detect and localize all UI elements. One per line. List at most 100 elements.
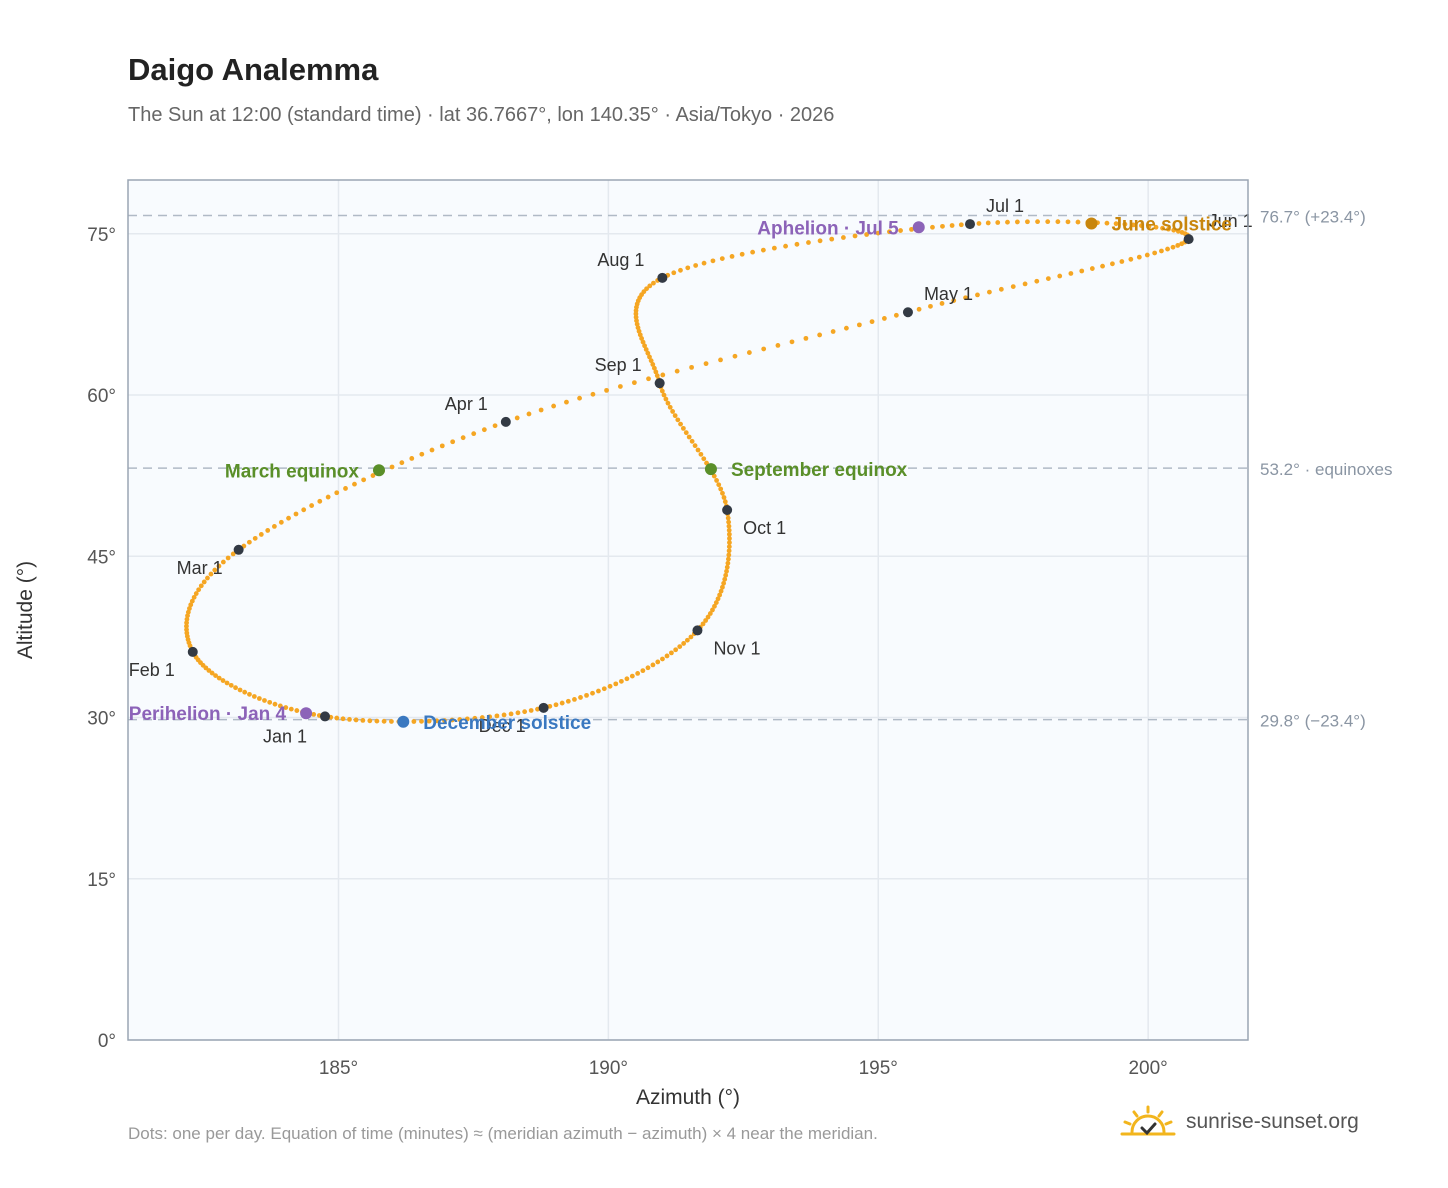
daily-dot xyxy=(267,699,273,705)
plot-background xyxy=(128,180,1248,1040)
daily-dot xyxy=(325,494,331,500)
daily-dot xyxy=(618,678,624,684)
daily-dot xyxy=(360,718,366,723)
daily-dot xyxy=(494,713,500,719)
daily-dot xyxy=(191,594,197,600)
daily-dot xyxy=(928,303,933,309)
reference-lines: 76.7° (+23.4°) 53.2° · equinoxes 29.8° (−2… xyxy=(128,207,1393,731)
daily-dot xyxy=(667,404,673,410)
daily-dot xyxy=(686,434,692,440)
daily-dot xyxy=(1159,248,1164,254)
daily-dot xyxy=(522,709,528,715)
daily-dot xyxy=(869,319,875,325)
daily-dot xyxy=(198,583,204,589)
daily-dot xyxy=(1122,221,1128,227)
daily-dot xyxy=(450,439,456,445)
daily-dot xyxy=(340,716,346,722)
page-subtitle: The Sun at 12:00 (standard time) · lat 3… xyxy=(128,104,835,126)
daily-dot xyxy=(898,228,903,233)
daily-dot xyxy=(265,528,271,533)
daily-dot xyxy=(381,718,387,724)
daily-dot xyxy=(783,243,788,249)
daily-dot xyxy=(409,456,415,461)
daily-dot xyxy=(604,387,609,393)
brand-logo[interactable]: sunrise-sunset.org xyxy=(1120,1104,1359,1140)
month-marker-label: Dec 1 xyxy=(479,716,526,736)
daily-dot xyxy=(293,511,299,517)
daily-dot xyxy=(224,680,230,686)
daily-dot xyxy=(660,372,666,378)
event-marker xyxy=(912,221,925,234)
daily-dot xyxy=(750,249,756,255)
daily-dot xyxy=(1113,221,1119,227)
daily-dot xyxy=(629,673,635,679)
daily-dot xyxy=(631,380,637,386)
daily-dot xyxy=(607,683,613,689)
daily-dot xyxy=(930,224,935,230)
daily-dot xyxy=(635,670,641,676)
daily-dot xyxy=(685,265,691,271)
daily-dot xyxy=(732,353,738,359)
daily-dot xyxy=(596,688,601,694)
daily-dot xyxy=(726,552,732,558)
daily-dot xyxy=(411,719,417,724)
x-tick-label: 185° xyxy=(319,1058,358,1079)
daily-dot xyxy=(976,221,982,226)
daily-dot xyxy=(727,536,732,541)
daily-dot xyxy=(1130,222,1136,228)
daily-dot xyxy=(698,451,704,457)
daily-dot xyxy=(703,618,709,623)
daily-dot xyxy=(995,220,1001,225)
daily-dot xyxy=(429,447,435,453)
daily-dot xyxy=(893,312,899,318)
daily-dot xyxy=(361,477,367,483)
daily-dot xyxy=(909,226,914,232)
daily-dot xyxy=(975,292,980,298)
daily-dot xyxy=(643,347,649,352)
daily-dot xyxy=(225,555,231,561)
daily-dot xyxy=(352,481,357,487)
event-label: Perihelion · Jan 4 xyxy=(129,704,287,725)
daily-dot xyxy=(1175,243,1181,248)
daily-dot xyxy=(680,425,686,431)
daily-dot xyxy=(963,295,968,301)
daily-dot xyxy=(288,706,294,712)
daily-dot xyxy=(481,427,487,433)
daily-dot xyxy=(726,519,732,525)
daily-dot xyxy=(705,614,711,620)
month-marker xyxy=(654,378,665,389)
daily-dot xyxy=(205,575,210,581)
brand-name: sunrise-sunset.org xyxy=(1186,1110,1359,1133)
daily-dot xyxy=(718,588,724,594)
daily-dot xyxy=(434,718,440,724)
daily-dot xyxy=(723,572,729,578)
month-marker-label: Mar 1 xyxy=(177,558,223,578)
daily-dot xyxy=(659,388,665,394)
daily-dot xyxy=(817,332,823,338)
daily-dot xyxy=(771,245,777,251)
daily-dot xyxy=(492,423,498,429)
daily-dot xyxy=(647,283,653,289)
daily-dot xyxy=(684,637,690,643)
daily-dot xyxy=(720,584,725,590)
daily-dot xyxy=(654,373,660,379)
daily-dot xyxy=(653,369,659,375)
daily-dot xyxy=(1014,219,1020,225)
daily-dot xyxy=(655,659,661,665)
daily-dot xyxy=(739,251,745,257)
daily-dot xyxy=(547,703,553,709)
daily-dot xyxy=(881,316,887,321)
daily-dot xyxy=(660,656,665,662)
month-marker xyxy=(500,416,511,427)
x-tick-label: 195° xyxy=(859,1058,898,1079)
daily-dot xyxy=(449,717,455,723)
daily-dot xyxy=(692,443,698,449)
daily-dot xyxy=(1165,246,1170,252)
daily-dot xyxy=(693,263,699,268)
daily-dot xyxy=(1171,227,1177,233)
daily-dot xyxy=(294,708,300,713)
daily-dot xyxy=(230,551,236,557)
daily-dot xyxy=(688,634,694,640)
month-marker xyxy=(1183,234,1194,245)
month-marker xyxy=(538,702,549,713)
